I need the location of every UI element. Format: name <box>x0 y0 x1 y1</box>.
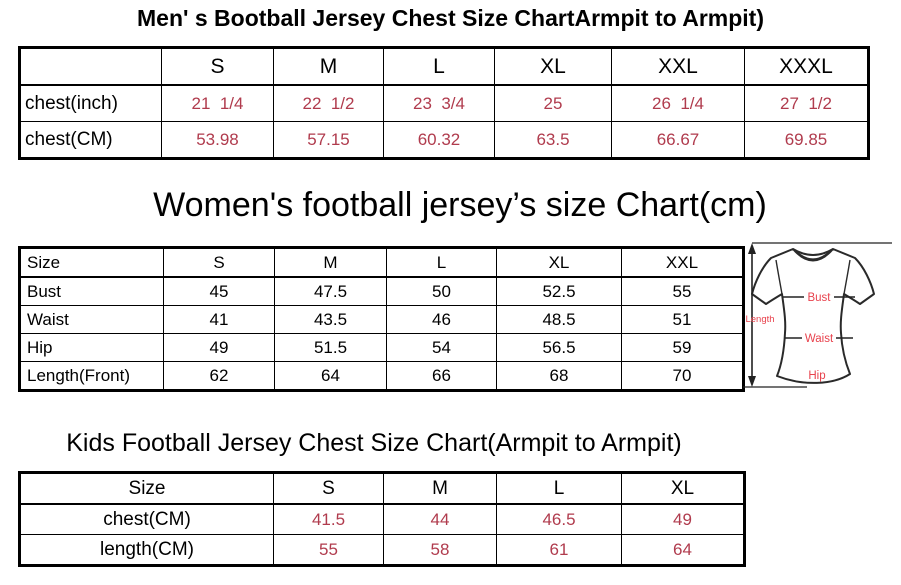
cell-value: 49 <box>621 503 745 535</box>
row-label: Hip <box>19 333 164 362</box>
table-row-hip: Hip 49 51.5 54 56.5 59 <box>19 333 744 362</box>
cell-value: 27 1/2 <box>744 84 869 122</box>
col-header-m: M <box>274 247 387 278</box>
cell-value: 57.15 <box>273 121 384 159</box>
row-label: Waist <box>19 305 164 334</box>
collar-inner-line <box>795 250 831 260</box>
cell-value: 43.5 <box>274 305 387 334</box>
col-header-l: L <box>383 47 495 86</box>
tshirt-measurement-diagram: Bust Waist Hip Length <box>743 242 892 388</box>
kids-header-row: Size S M L XL <box>19 472 745 505</box>
col-header-xxxl: XXXL <box>744 47 869 86</box>
cell-value: 48.5 <box>496 305 622 334</box>
mens-header-row: S M L XL XXL XXXL <box>19 47 869 86</box>
womens-header-row: Size S M L XL XXL <box>19 247 744 278</box>
table-row-bust: Bust 45 47.5 50 52.5 55 <box>19 276 744 306</box>
cell-value: 22 1/2 <box>273 84 384 122</box>
cell-value: 54 <box>386 333 497 362</box>
mens-chart-title: Men' s Bootball Jersey Chest Size ChartA… <box>137 5 764 31</box>
col-header-m: M <box>273 47 384 86</box>
kids-size-table: Size S M L XL chest(CM) 41.5 44 46.5 49 … <box>18 471 746 567</box>
sleeve-seam-left <box>775 259 783 295</box>
row-label: chest(CM) <box>19 503 274 535</box>
waist-label: Waist <box>805 333 834 345</box>
col-header-xl: XL <box>621 472 745 505</box>
kids-chart-title: Kids Football Jersey Chest Size Chart(Ar… <box>66 429 682 457</box>
col-header-xl: XL <box>496 247 622 278</box>
womens-size-table: Size S M L XL XXL Bust 45 47.5 50 52.5 5… <box>18 246 745 392</box>
col-header-xxl: XXL <box>611 47 745 86</box>
cell-value: 52.5 <box>496 276 622 306</box>
table-row-waist: Waist 41 43.5 46 48.5 51 <box>19 305 744 334</box>
length-arrowhead-bottom <box>748 376 756 387</box>
cell-value: 50 <box>386 276 497 306</box>
cell-value: 51.5 <box>274 333 387 362</box>
cell-value: 47.5 <box>274 276 387 306</box>
table-row-chest-cm: chest(CM) 53.98 57.15 60.32 63.5 66.67 6… <box>19 121 869 159</box>
cell-value: 45 <box>163 276 275 306</box>
table-row-length-cm: length(CM) 55 58 61 64 <box>19 534 745 566</box>
cell-value: 68 <box>496 361 622 391</box>
cell-value: 64 <box>274 361 387 391</box>
bust-label: Bust <box>807 292 831 304</box>
cell-value: 41.5 <box>273 503 384 535</box>
col-header-xxl: XXL <box>621 247 744 278</box>
col-header-s: S <box>161 47 274 86</box>
cell-value: 44 <box>383 503 497 535</box>
table-row-chest-inch: chest(inch) 21 1/4 22 1/2 23 3/4 25 26 1… <box>19 84 869 122</box>
cell-value: 26 1/4 <box>611 84 745 122</box>
sleeve-seam-right <box>843 259 851 295</box>
hip-label: Hip <box>808 370 825 382</box>
cell-value: 70 <box>621 361 744 391</box>
table-row-chest-cm: chest(CM) 41.5 44 46.5 49 <box>19 503 745 535</box>
cell-value: 49 <box>163 333 275 362</box>
cell-value: 61 <box>496 534 622 566</box>
cell-value: 55 <box>621 276 744 306</box>
length-arrowhead-top <box>748 243 756 254</box>
col-header-size: Size <box>19 472 274 505</box>
cell-value: 51 <box>621 305 744 334</box>
row-label: Bust <box>19 276 164 306</box>
cell-value: 58 <box>383 534 497 566</box>
row-label: chest(CM) <box>19 121 162 159</box>
cell-value: 60.32 <box>383 121 495 159</box>
col-header-size: Size <box>19 247 164 278</box>
cell-value: 56.5 <box>496 333 622 362</box>
cell-value: 66.67 <box>611 121 745 159</box>
cell-value: 62 <box>163 361 275 391</box>
cell-value: 53.98 <box>161 121 274 159</box>
row-label: length(CM) <box>19 534 274 566</box>
cell-value: 46.5 <box>496 503 622 535</box>
col-header-xl: XL <box>494 47 612 86</box>
length-label: Length <box>745 314 774 325</box>
cell-value: 46 <box>386 305 497 334</box>
cell-value: 59 <box>621 333 744 362</box>
row-label: chest(inch) <box>19 84 162 122</box>
cell-value: 63.5 <box>494 121 612 159</box>
col-header-m: M <box>383 472 497 505</box>
row-label: Length(Front) <box>19 361 164 391</box>
tshirt-outline <box>751 248 875 384</box>
cell-value: 25 <box>494 84 612 122</box>
table-row-length-front: Length(Front) 62 64 66 68 70 <box>19 361 744 391</box>
cell-value: 64 <box>621 534 745 566</box>
cell-value: 41 <box>163 305 275 334</box>
corner-cell <box>19 47 162 86</box>
collar-front <box>792 248 834 262</box>
cell-value: 69.85 <box>744 121 869 159</box>
womens-chart-title: Women's football jersey’s size Chart(cm) <box>153 186 767 224</box>
col-header-s: S <box>163 247 275 278</box>
mens-size-table: S M L XL XXL XXXL chest(inch) 21 1/4 22 … <box>18 46 870 160</box>
cell-value: 66 <box>386 361 497 391</box>
col-header-l: L <box>496 472 622 505</box>
cell-value: 55 <box>273 534 384 566</box>
col-header-s: S <box>273 472 384 505</box>
cell-value: 23 3/4 <box>383 84 495 122</box>
cell-value: 21 1/4 <box>161 84 274 122</box>
col-header-l: L <box>386 247 497 278</box>
